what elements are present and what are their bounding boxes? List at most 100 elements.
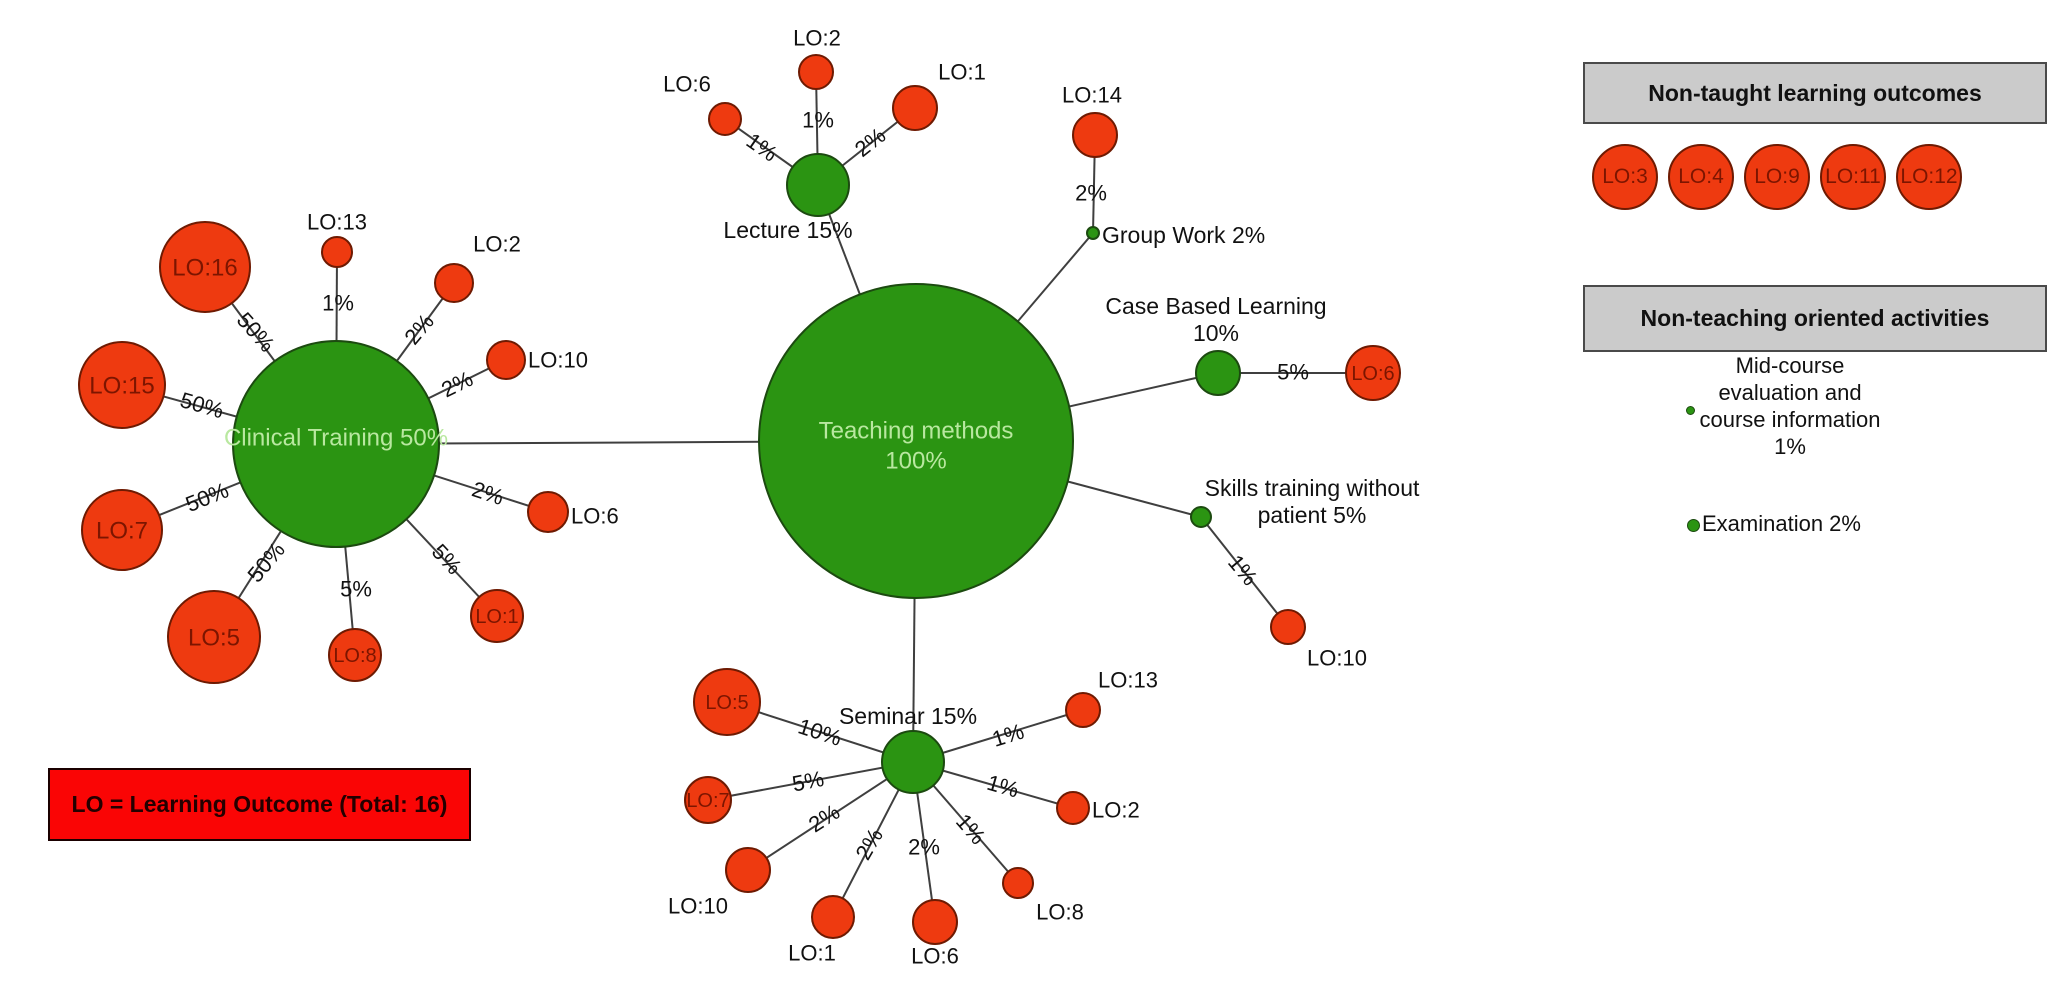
- node-seminar: [881, 730, 945, 794]
- edge-label-groupwork-lo14: 2%: [1075, 181, 1107, 206]
- midcourse-dot-icon: [1686, 406, 1695, 415]
- node-label-lo5-sem: LO:5: [705, 692, 748, 714]
- node-label-lo8-sem: LO:8: [1036, 900, 1084, 925]
- node-label-lo6-lec: LO:6: [663, 72, 711, 97]
- node-lo15: [78, 341, 166, 429]
- non-taught-outcomes-header: Non-taught learning outcomes: [1583, 62, 2047, 124]
- node-cbl: [1195, 350, 1241, 396]
- non-taught-lo-row: LO:3 LO:4 LO:9 LO:11 LO:12: [1592, 144, 1962, 210]
- edge-seminar-lo7-sem: [707, 761, 914, 801]
- node-label-lo8-cli: LO:8: [333, 645, 376, 667]
- node-label-lo1-lec: LO:1: [938, 60, 986, 85]
- node-label-lo5-cli: LO:5: [188, 624, 240, 651]
- edge-label-seminar-lo7-sem: 5%: [790, 766, 826, 797]
- midcourse-line-2: evaluation and: [1718, 380, 1862, 405]
- node-lo6-cli: [527, 491, 569, 533]
- node-label-lo10-sem: LO:10: [668, 894, 728, 919]
- lo-legend-box: LO = Learning Outcome (Total: 16): [48, 768, 471, 841]
- node-label-lo13-sem: LO:13: [1098, 668, 1158, 693]
- node-label-lo1-cli: LO:1: [475, 606, 518, 628]
- midcourse-line-3: course information: [1699, 407, 1881, 432]
- edge-label-lecture-lo2-lec: 1%: [802, 108, 834, 133]
- edge-label-cbl-lo6-cbl: 5%: [1277, 360, 1309, 385]
- node-lo1-lec: [892, 85, 938, 131]
- node-lo6-sem: [912, 899, 958, 945]
- node-lo10-sem: [725, 847, 771, 893]
- node-label-lo6-cli: LO:6: [571, 504, 619, 529]
- edge-label-clinical-lo2-cli: 2%: [399, 309, 439, 349]
- non-taught-lo-circle: LO:3: [1592, 144, 1658, 210]
- node-label-lo15: LO:15: [89, 372, 154, 399]
- node-label-lo7-cli: LO:7: [96, 517, 148, 544]
- node-label-lecture: Lecture 15%: [723, 217, 852, 243]
- edge-label-seminar-lo13-sem: 1%: [989, 719, 1027, 752]
- edge-label-seminar-lo2-sem: 1%: [984, 770, 1021, 803]
- node-label-lo2-cli: LO:2: [473, 232, 521, 257]
- node-label-lo10-cli: LO:10: [528, 348, 588, 373]
- node-teaching: [758, 283, 1074, 599]
- midcourse-activity-label: Mid-course evaluation and course informa…: [1680, 352, 1900, 460]
- node-label-seminar: Seminar 15%: [839, 703, 977, 729]
- edge-label-clinical-lo7-cli: 50%: [182, 477, 232, 517]
- node-skills: [1190, 506, 1212, 528]
- non-taught-lo-circle: LO:9: [1744, 144, 1810, 210]
- node-label-lo1-sem: LO:1: [788, 941, 836, 966]
- edge-label-clinical-lo1-cli: 5%: [427, 539, 467, 579]
- midcourse-line-4: 1%: [1774, 434, 1806, 459]
- node-label-skills-1: patient 5%: [1258, 502, 1367, 528]
- node-label-lo6-cbl: LO:6: [1351, 363, 1394, 385]
- node-label-groupwork: Group Work 2%: [1102, 222, 1265, 248]
- node-label-lo16: LO:16: [172, 254, 237, 281]
- node-lo1-cli: [470, 589, 524, 643]
- node-groupwork: [1086, 226, 1100, 240]
- edge-label-seminar-lo5-sem: 10%: [795, 713, 845, 750]
- node-lo16: [159, 221, 251, 313]
- node-label-cbl: Case Based Learning: [1105, 293, 1326, 319]
- edge-skills-lo10-skl: [1200, 516, 1289, 628]
- edge-label-seminar-lo10-sem: 2%: [804, 799, 844, 837]
- node-lo1-sem: [811, 895, 855, 939]
- node-lo8-sem: [1002, 867, 1034, 899]
- node-label-skills: Skills training without: [1205, 475, 1420, 501]
- midcourse-line-1: Mid-course: [1735, 353, 1845, 378]
- node-label-lo2-sem: LO:2: [1092, 798, 1140, 823]
- edge-label-clinical-lo10-cli: 2%: [437, 366, 477, 402]
- node-label-lo2-lec: LO:2: [793, 26, 841, 51]
- node-lo5-cli: [167, 590, 261, 684]
- node-lo10-cli: [486, 340, 526, 380]
- node-label-lo6-sem: LO:6: [911, 944, 959, 969]
- node-lo10-skl: [1270, 609, 1306, 645]
- node-label-cbl-1: 10%: [1193, 320, 1239, 346]
- node-lo2-lec: [798, 54, 834, 90]
- edge-label-lecture-lo6-lec: 1%: [742, 128, 782, 167]
- node-lo13-sem: [1065, 692, 1101, 728]
- non-teaching-activities-header: Non-teaching oriented activities: [1583, 285, 2047, 352]
- node-lo6-lec: [708, 102, 742, 136]
- node-lo7-sem: [684, 776, 732, 824]
- edge-label-seminar-lo6-sem: 2%: [908, 835, 940, 860]
- non-teaching-activities-title: Non-teaching oriented activities: [1640, 305, 1990, 331]
- node-lo8-cli: [328, 628, 382, 682]
- node-label-lo7-sem: LO:7: [686, 790, 729, 812]
- node-label-teaching-1: 100%: [885, 447, 946, 474]
- edge-label-clinical-lo13-cli: 1%: [322, 291, 354, 316]
- node-label-lo13-cli: LO:13: [307, 210, 367, 235]
- edge-label-seminar-lo1-sem: 2%: [850, 824, 888, 864]
- non-taught-outcomes-title: Non-taught learning outcomes: [1648, 79, 1982, 106]
- node-label-lo14: LO:14: [1062, 83, 1122, 108]
- edge-label-clinical-lo6-cli: 2%: [469, 476, 507, 510]
- node-lecture: [786, 153, 850, 217]
- node-label-lo10-skl: LO:10: [1307, 646, 1367, 671]
- edge-label-clinical-lo15: 50%: [177, 387, 226, 423]
- node-lo2-cli: [434, 263, 474, 303]
- node-lo13-cli: [321, 236, 353, 268]
- node-lo14: [1072, 112, 1118, 158]
- node-lo5-sem: [693, 668, 761, 736]
- examination-dot-icon: [1687, 519, 1700, 532]
- node-label-clinical: Clinical Training 50%: [224, 424, 448, 451]
- non-taught-lo-circle: LO:11: [1820, 144, 1886, 210]
- node-lo6-cbl: [1345, 345, 1401, 401]
- lo-legend-text: LO = Learning Outcome (Total: 16): [71, 791, 448, 817]
